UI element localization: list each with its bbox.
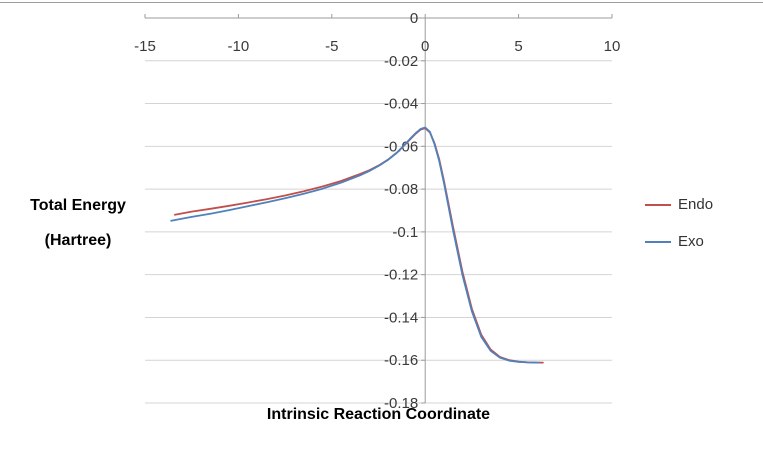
y-tick-label: -0.16	[384, 352, 418, 369]
series-endo-line[interactable]	[174, 127, 544, 364]
legend-label-exo: Exo	[678, 233, 704, 250]
legend-label-endo: Endo	[678, 196, 714, 213]
x-axis-title: Intrinsic Reaction Coordinate	[266, 406, 491, 423]
exo-line-swatch	[645, 240, 671, 243]
y-tick-label: -0.04	[384, 96, 418, 113]
series-exo-line[interactable]	[170, 126, 540, 364]
window-top-border	[0, 2, 763, 3]
y-tick-label: -0.08	[384, 181, 418, 198]
legend: Endo Exo	[645, 196, 713, 250]
legend-item-exo[interactable]: Exo	[645, 233, 713, 250]
legend-item-endo[interactable]: Endo	[645, 196, 713, 213]
x-tick-label: 5	[514, 38, 522, 55]
endo-line-swatch	[645, 203, 671, 206]
x-tick-label: 0	[421, 38, 429, 55]
y-axis-title: Total Energy (Hartree)	[30, 197, 126, 249]
x-tick-label: -10	[228, 38, 250, 55]
y-tick-label: -0.06	[384, 138, 418, 155]
y-tick-label: -0.1	[392, 224, 418, 241]
y-tick-label: -0.18	[384, 395, 418, 412]
y-tick-label: 0	[410, 10, 418, 27]
y-tick-label: -0.12	[384, 267, 418, 284]
y-tick-label: -0.02	[384, 53, 418, 70]
x-tick-label: -15	[134, 38, 156, 55]
y-tick-label: -0.14	[384, 309, 418, 326]
x-tick-label: 10	[604, 38, 621, 55]
x-tick-label: -5	[325, 38, 338, 55]
